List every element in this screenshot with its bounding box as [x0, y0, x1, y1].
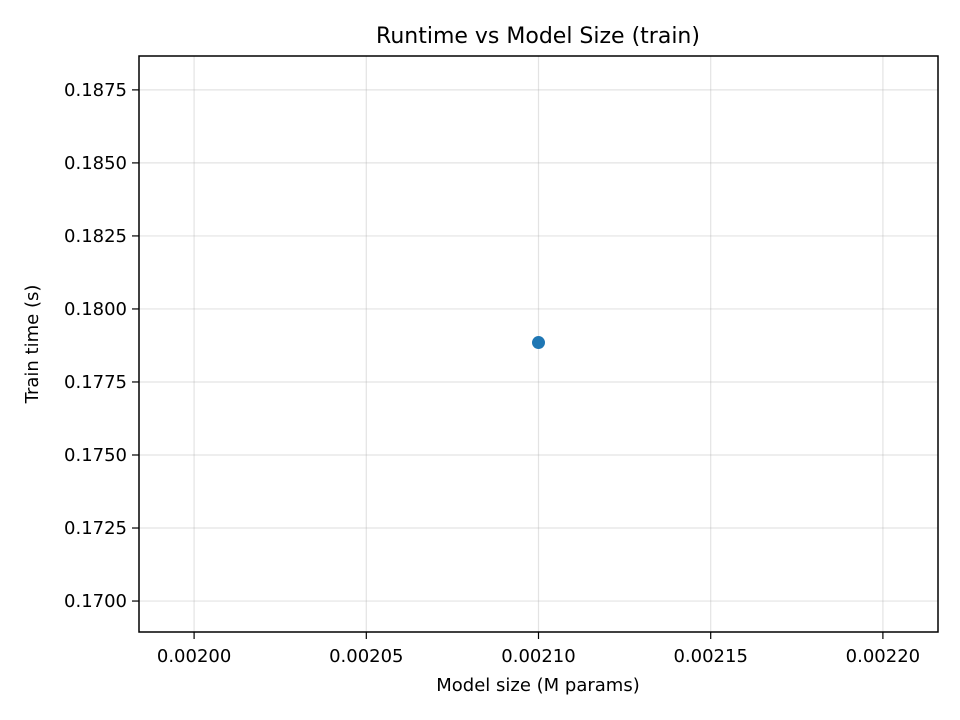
y-tick-label: 0.1775: [64, 372, 127, 393]
y-tick-label: 0.1725: [64, 518, 127, 539]
y-tick-label: 0.1700: [64, 591, 127, 612]
axis-ticks: 0.00200 0.00205 0.00210 0.00215 0.00220 0.170…: [64, 80, 920, 667]
x-axis-title: Model size (M params): [436, 675, 639, 696]
x-tick-label: 0.00215: [673, 646, 747, 667]
y-tick-label: 0.1825: [64, 226, 127, 247]
x-tick-label: 0.00220: [846, 646, 920, 667]
x-tick-label: 0.00210: [501, 646, 575, 667]
scatter-point: [532, 336, 545, 350]
x-tick-label: 0.00205: [329, 646, 403, 667]
grid-lines: [139, 56, 938, 632]
y-tick-label: 0.1875: [64, 80, 127, 101]
y-tick-label: 0.1850: [64, 153, 127, 174]
y-tick-label: 0.1750: [64, 445, 127, 466]
y-axis-title: Train time (s): [22, 285, 43, 405]
y-tick-label: 0.1800: [64, 299, 127, 320]
data-points: [532, 336, 545, 350]
x-tick-label: 0.00200: [157, 646, 231, 667]
chart-title: Runtime vs Model Size (train): [376, 24, 700, 49]
plot-frame: [138, 55, 939, 633]
